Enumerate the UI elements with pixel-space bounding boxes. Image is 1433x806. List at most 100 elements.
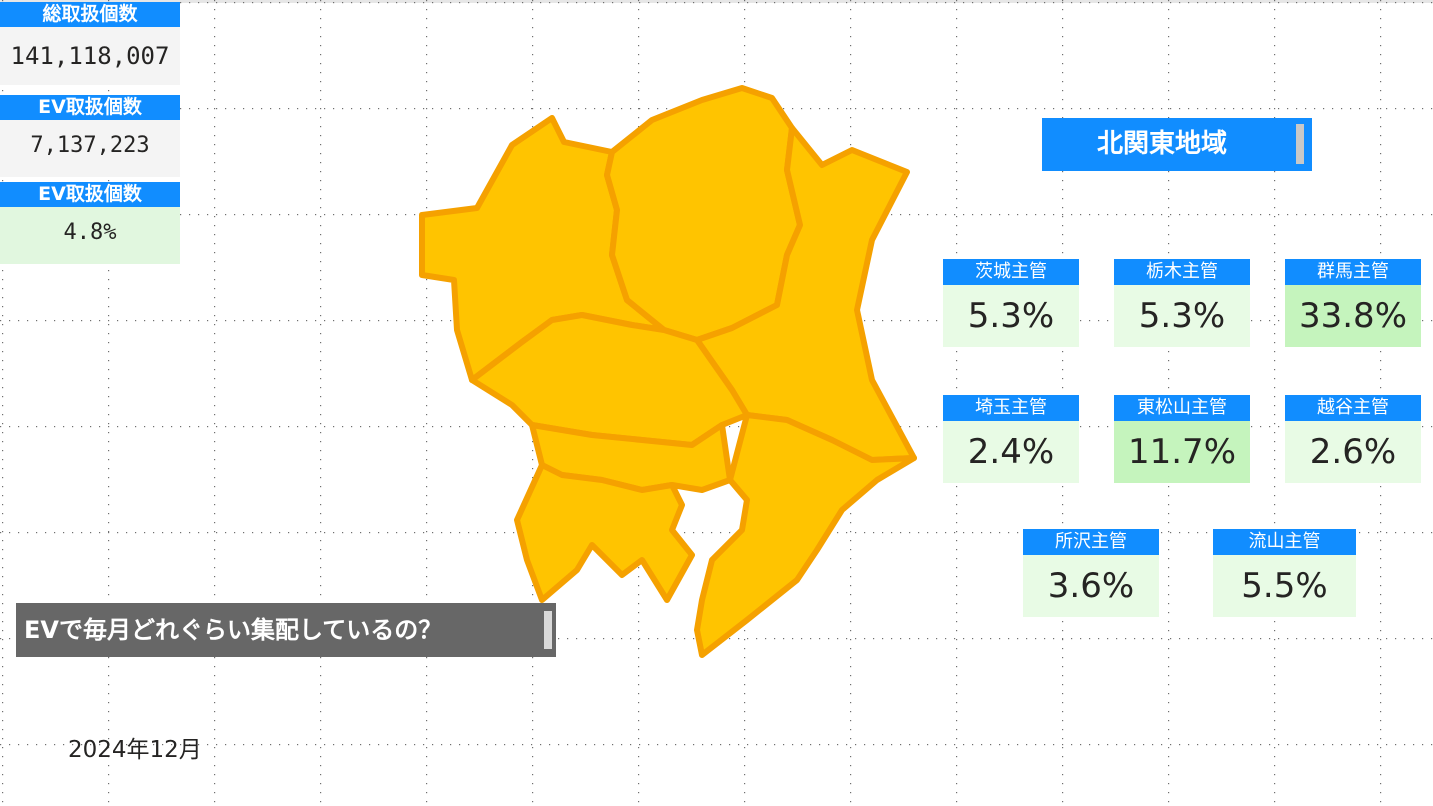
grid-dot [918,744,920,746]
grid-dot [1260,108,1262,110]
grid-dot [1161,108,1163,110]
grid-dot [956,594,958,596]
grid-dot [2,612,4,614]
grid-dot [1179,214,1181,216]
grid-dot [1332,214,1334,216]
grid-dot [1380,630,1382,632]
grid-dot [72,426,74,428]
grid-dot [744,720,746,722]
grid-dot [252,426,254,428]
grid-dot [956,225,958,227]
grid-dot [744,702,746,704]
grid-dot [0,744,2,746]
grid-dot [426,117,428,119]
grid-dot [855,532,857,534]
grid-dot [45,744,47,746]
grid-dot [320,477,322,479]
grid-dot [2,531,4,533]
grid-dot [990,214,992,216]
grid-dot [1380,540,1382,542]
grid-dot [956,765,958,767]
grid-dot [999,108,1001,110]
grid-dot [432,426,434,428]
grid-dot [1377,638,1379,640]
grid-dot [426,594,428,596]
grid-dot [850,585,852,587]
grid-dot [214,72,216,74]
grid-dot [1274,450,1276,452]
grid-dot [1089,638,1091,640]
grid-dot [1380,81,1382,83]
grid-dot [729,532,731,534]
grid-dot [214,108,216,110]
grid-dot [1168,567,1170,569]
grid-dot [1380,180,1382,182]
office-tile-gunma[interactable]: 群馬主管 33.8% [1285,259,1421,347]
grid-dot [1260,320,1262,322]
grid-dot [214,333,216,335]
grid-dot [850,801,852,803]
grid-dot [1274,270,1276,272]
grid-dot [108,549,110,551]
grid-dot [956,675,958,677]
grid-dot [426,495,428,497]
grid-dot [956,729,958,731]
grid-dot [1278,108,1280,110]
office-tile-saitama[interactable]: 埼玉主管 2.4% [943,395,1079,483]
grid-dot [117,744,119,746]
grid-dot [738,638,740,640]
grid-dot [1274,324,1276,326]
office-tile-higashimatsuyama[interactable]: 東松山主管 11.7% [1114,395,1250,483]
office-tile-ibaraki[interactable]: 茨城主管 5.3% [943,259,1079,347]
grid-dot [320,675,322,677]
grid-dot [214,756,216,758]
grid-dot [426,387,428,389]
grid-dot [214,342,216,344]
kpi-total-items[interactable]: 総取扱個数 141,118,007 [0,2,180,85]
grid-dot [495,108,497,110]
office-tile-tokorozawa[interactable]: 所沢主管 3.6% [1023,529,1159,617]
grid-dot [1380,18,1382,20]
region-title-scrollbar[interactable] [1296,124,1304,164]
grid-dot [1380,144,1382,146]
grid-dot [1168,666,1170,668]
grid-dot [638,621,640,623]
grid-dot [1274,198,1276,200]
grid-dot [225,426,227,428]
grid-dot [189,744,191,746]
grid-dot [108,450,110,452]
grid-dot [108,540,110,542]
grid-dot [270,426,272,428]
kpi-ev-ratio[interactable]: EV取扱個数 4.8% [0,182,180,264]
map-region-kanagawa [514,462,695,603]
office-tile-nagareyama[interactable]: 流山主管 5.5% [1213,529,1356,617]
grid-dot [214,495,216,497]
grid-dot [108,441,110,443]
grid-dot [744,9,746,11]
grid-dot [1080,426,1082,428]
grid-dot [1422,108,1424,110]
grid-dot [426,702,428,704]
grid-dot [2,486,4,488]
question-scrollbar[interactable] [544,611,552,649]
grid-dot [1287,744,1289,746]
grid-dot [1134,744,1136,746]
office-tile-tochigi[interactable]: 栃木主管 5.3% [1114,259,1250,347]
grid-dot [1380,90,1382,92]
grid-dot [108,531,110,533]
grid-dot [180,2,182,4]
grid-dot [270,214,272,216]
grid-dot [468,2,470,4]
grid-dot [594,744,596,746]
grid-dot [1380,702,1382,704]
kanto-map[interactable] [402,80,922,660]
office-tile-koshigaya[interactable]: 越谷主管 2.6% [1285,395,1421,483]
grid-dot [2,477,4,479]
grid-dot [1380,153,1382,155]
grid-dot [426,504,428,506]
grid-dot [180,426,182,428]
kpi-ev-items[interactable]: EV取扱個数 7,137,223 [0,95,180,177]
grid-dot [1341,744,1343,746]
grid-dot [954,532,956,534]
grid-dot [450,108,452,110]
